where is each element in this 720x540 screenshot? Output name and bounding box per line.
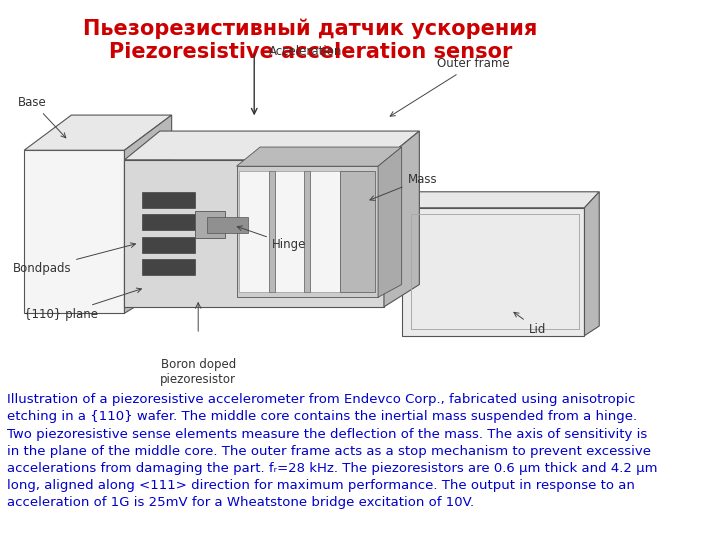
Polygon shape [275,171,305,293]
Polygon shape [125,115,171,313]
Polygon shape [269,171,275,293]
Polygon shape [142,259,195,275]
Text: Bondpads: Bondpads [12,243,135,275]
Polygon shape [305,171,310,293]
Text: Acceleration: Acceleration [269,45,342,58]
Polygon shape [24,115,171,150]
Text: Piezoresistive acceleration sensor: Piezoresistive acceleration sensor [109,42,512,62]
Polygon shape [402,192,599,208]
Polygon shape [125,160,384,307]
Polygon shape [24,150,125,313]
Text: Mass: Mass [370,172,437,200]
Text: Boron doped
piezoresistor: Boron doped piezoresistor [160,358,236,386]
Polygon shape [125,131,419,160]
Polygon shape [195,211,225,238]
Polygon shape [402,208,585,336]
Polygon shape [142,192,195,208]
Polygon shape [142,214,195,230]
Polygon shape [340,171,375,293]
Text: Lid: Lid [514,312,546,336]
Text: Hinge: Hinge [237,226,306,251]
Text: Base: Base [18,96,66,138]
Text: Outer frame: Outer frame [390,57,510,116]
Polygon shape [237,147,402,166]
Polygon shape [585,192,599,336]
Text: Пьезорезистивный датчик ускорения: Пьезорезистивный датчик ускорения [84,19,538,39]
Polygon shape [310,171,340,293]
Polygon shape [142,237,195,253]
Polygon shape [384,131,419,307]
Polygon shape [207,218,248,233]
Polygon shape [378,147,402,297]
Text: {110} plane: {110} plane [24,288,141,321]
Polygon shape [240,171,269,293]
Text: Illustration of a piezoresistive accelerometer from Endevco Corp., fabricated us: Illustration of a piezoresistive acceler… [7,393,658,509]
Polygon shape [237,166,378,297]
